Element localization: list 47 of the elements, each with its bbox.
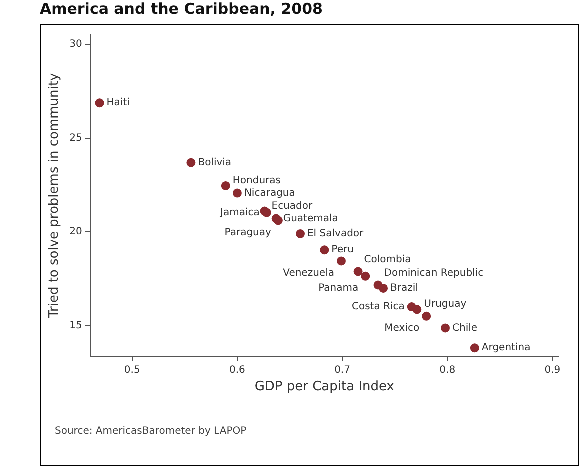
annotation: Uruguay (424, 299, 467, 310)
x-tick-label: 0.7 (334, 364, 350, 376)
annotation: Venezuela (283, 268, 334, 279)
y-tick-label: 25 (70, 132, 82, 144)
annotation: Dominican Republic (384, 268, 484, 279)
annotation: Chile (452, 322, 478, 334)
annotation: Honduras (232, 176, 282, 187)
point (361, 272, 370, 281)
point (422, 312, 432, 321)
annotation: Peru (332, 244, 354, 256)
annotation: Ecuador (272, 200, 314, 212)
annotation: Brazil (390, 283, 418, 294)
point (336, 256, 346, 266)
point (379, 284, 388, 293)
annotation: Costa Rica (352, 302, 405, 313)
annotation: Nicaragua (244, 188, 296, 199)
point (320, 246, 330, 255)
annotation: El Salvador (307, 228, 365, 240)
y-tick-label: 20 (70, 226, 82, 238)
point (441, 324, 450, 333)
point (95, 98, 104, 108)
chart-title: America and the Caribbean, 2008 (40, 0, 323, 18)
x-axis-title: GDP per Capita Index (254, 380, 395, 395)
annotation: Panama (318, 283, 359, 294)
y-axis-title: Tried to solve problems in community (47, 73, 62, 320)
y-tick-label: 30 (70, 38, 82, 50)
point (296, 230, 305, 238)
x-tick-label: 0.6 (229, 364, 246, 376)
annotation: Haiti (106, 98, 130, 109)
annotation: Paraguay (224, 227, 272, 238)
annotation: Argentina (482, 342, 531, 354)
annotation: Mexico (384, 323, 420, 334)
x-tick-label: 0.5 (124, 364, 140, 376)
point (232, 188, 242, 198)
annotation: Colombia (364, 254, 412, 266)
annotation: Guatemala (283, 213, 338, 224)
point (354, 267, 363, 276)
annotation: Jamaica (220, 207, 260, 218)
point (412, 305, 422, 314)
x-tick-label: 0.8 (440, 364, 456, 376)
point (186, 158, 196, 168)
point (470, 344, 480, 353)
source-note: Source: AmericasBarometer by LAPOP (55, 426, 247, 437)
annotation: Bolivia (198, 157, 232, 168)
y-tick-label: 15 (70, 320, 82, 332)
point (221, 181, 230, 190)
x-tick-label: 0.9 (544, 364, 561, 376)
